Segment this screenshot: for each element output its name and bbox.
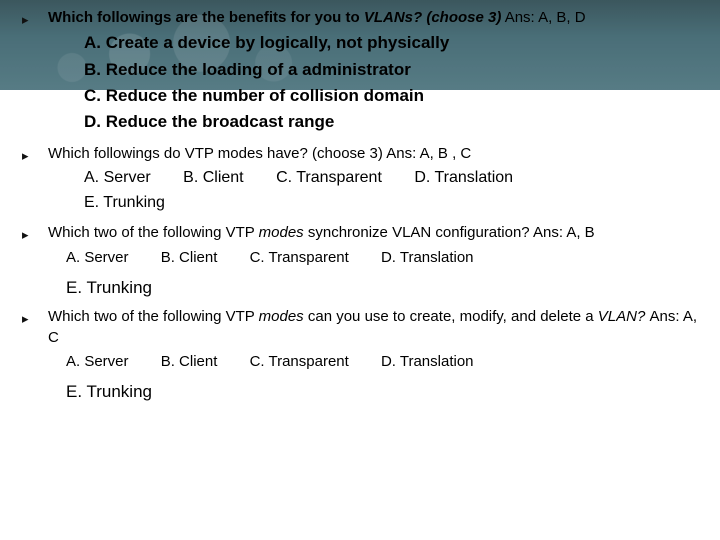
opt-a: A. Server xyxy=(66,246,129,269)
opt-d: D. Translation xyxy=(381,246,474,269)
opt-b: B. Client xyxy=(161,246,218,269)
question-1-options: A. Create a device by logically, not phy… xyxy=(48,30,700,135)
question-2: ▸ Which followings do VTP modes have? (c… xyxy=(12,144,700,222)
question-4: ▸ Which two of the following VTP modes c… xyxy=(12,307,700,409)
opt-d: D. Translation xyxy=(381,350,474,373)
question-1: ▸ Which followings are the benefits for … xyxy=(12,8,700,142)
question-2-prompt: Which followings do VTP modes have? (cho… xyxy=(48,144,700,164)
opt-c: C. Transparent xyxy=(276,166,382,191)
opt-a: A. Server xyxy=(84,166,151,191)
opt-c: C. Transparent xyxy=(250,246,349,269)
bullet-icon: ▸ xyxy=(12,307,48,409)
opt-e: E. Trunking xyxy=(48,379,700,405)
opt-b: B. Client xyxy=(183,166,243,191)
question-3-prompt: Which two of the following VTP modes syn… xyxy=(48,223,700,243)
bullet-icon: ▸ xyxy=(12,144,48,222)
bullet-icon: ▸ xyxy=(12,8,48,142)
opt-a: A. Create a device by logically, not phy… xyxy=(84,30,700,56)
question-2-options: A. Server B. Client C. Transparent D. Tr… xyxy=(48,166,700,216)
question-3: ▸ Which two of the following VTP modes s… xyxy=(12,223,700,305)
opt-c: C. Transparent xyxy=(250,350,349,373)
opt-d: D. Translation xyxy=(414,166,513,191)
opt-d: D. Reduce the broadcast range xyxy=(84,109,700,135)
question-3-options: A. Server B. Client C. Transparent D. Tr… xyxy=(48,246,700,269)
slide-content: ▸ Which followings are the benefits for … xyxy=(0,0,720,409)
opt-e: E. Trunking xyxy=(84,191,700,216)
bullet-icon: ▸ xyxy=(12,223,48,305)
opt-c: C. Reduce the number of collision domain xyxy=(84,83,700,109)
question-1-prompt: Which followings are the benefits for yo… xyxy=(48,8,700,28)
opt-b: B. Reduce the loading of a administrator xyxy=(84,57,700,83)
opt-a: A. Server xyxy=(66,350,129,373)
question-4-options: A. Server B. Client C. Transparent D. Tr… xyxy=(48,350,700,373)
opt-b: B. Client xyxy=(161,350,218,373)
opt-e: E. Trunking xyxy=(48,275,700,301)
question-4-prompt: Which two of the following VTP modes can… xyxy=(48,307,700,348)
